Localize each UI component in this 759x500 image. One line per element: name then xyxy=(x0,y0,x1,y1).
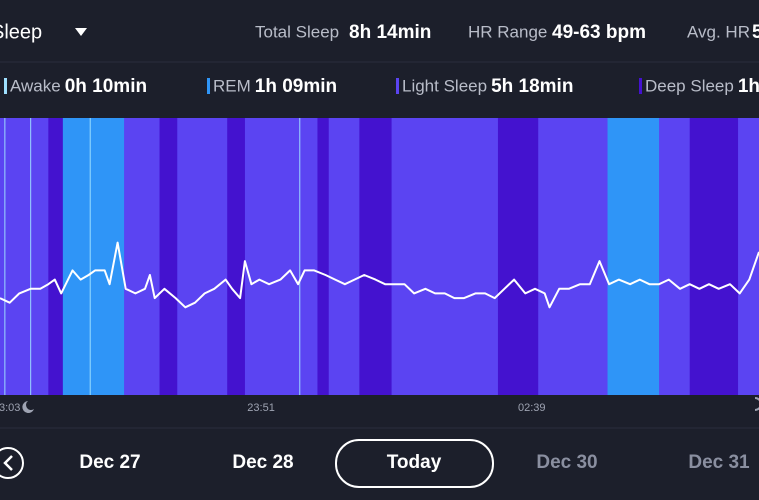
stage-segment xyxy=(607,118,660,395)
stage-segment xyxy=(538,118,609,395)
stage-segment xyxy=(659,118,691,395)
date-tab[interactable]: Dec 31 xyxy=(688,452,750,473)
stage-segment xyxy=(244,118,318,395)
legend-label: REM xyxy=(213,76,251,95)
avg-hr-label: Avg. HR xyxy=(687,22,750,41)
legend-label: Awake xyxy=(10,76,61,95)
stage-segment xyxy=(689,118,739,395)
stage-segment xyxy=(317,118,330,395)
stage-segment xyxy=(48,118,64,395)
legend-swatch xyxy=(4,78,7,94)
wake-icon xyxy=(754,397,759,411)
stage-segment xyxy=(159,118,178,395)
avg-hr: 5 xyxy=(752,22,759,43)
stage-segment xyxy=(227,118,246,395)
stage-segment xyxy=(497,118,539,395)
legend-value: 0h 10min xyxy=(65,76,147,97)
title[interactable]: Sleep xyxy=(0,21,42,43)
stage-segment xyxy=(0,118,49,395)
stage-segment xyxy=(177,118,228,395)
total-sleep-label: Total Sleep xyxy=(255,22,339,41)
today-button[interactable] xyxy=(335,439,494,488)
legend-label: Deep Sleep xyxy=(645,76,734,95)
legend-value: 5h 18min xyxy=(491,76,573,97)
legend-value: 1h 09min xyxy=(255,76,337,97)
date-tab[interactable]: Dec 27 xyxy=(79,452,140,473)
legend-swatch xyxy=(207,78,210,94)
stage-segment xyxy=(359,118,393,395)
hr-range-label: HR Range xyxy=(468,22,547,41)
heart-rate-line xyxy=(0,241,759,309)
stage-segment xyxy=(391,118,499,395)
back-chevron xyxy=(3,455,13,471)
x-tick-label: 02:39 xyxy=(518,402,546,414)
legend-label: Light Sleep xyxy=(402,76,487,95)
back-button[interactable] xyxy=(0,447,24,479)
date-tab[interactable]: Dec 30 xyxy=(536,452,597,473)
total-sleep: 8h 14min xyxy=(349,22,431,43)
legend-swatch xyxy=(639,78,642,94)
stage-segment xyxy=(124,118,161,395)
x-tick-label: 3:03 xyxy=(0,402,20,414)
moon-icon xyxy=(22,401,34,413)
date-tab[interactable]: Dec 28 xyxy=(232,452,293,473)
hr-range: 49-63 bpm xyxy=(552,22,646,43)
dropdown-arrow[interactable] xyxy=(75,28,87,36)
stage-segment xyxy=(328,118,360,395)
legend-value: 1h xyxy=(738,76,759,97)
stage-segment xyxy=(738,118,759,395)
legend-swatch xyxy=(396,78,399,94)
date-tab[interactable]: Today xyxy=(387,452,442,473)
x-tick-label: 23:51 xyxy=(247,402,275,414)
